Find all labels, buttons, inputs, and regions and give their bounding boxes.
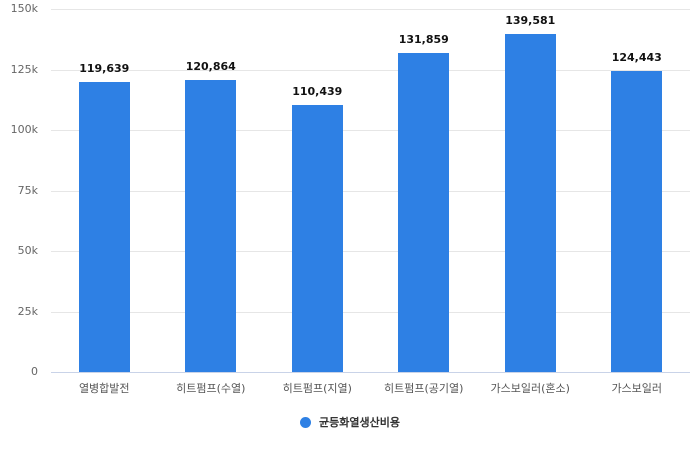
y-tick-label: 150k — [10, 2, 38, 15]
gridline — [51, 130, 690, 131]
gridline — [51, 69, 690, 71]
legend-marker-icon — [300, 416, 312, 428]
bar[interactable] — [291, 104, 343, 372]
bar[interactable] — [504, 34, 556, 372]
gridline — [51, 251, 690, 252]
x-tick-label: 히트펌프(수열) — [176, 382, 246, 395]
y-tick-label: 100k — [10, 123, 38, 136]
x-tick-label: 가스보일러 — [611, 382, 663, 395]
data-label: 120,864 — [185, 59, 236, 73]
x-tick-label: 히트펌프(공기열) — [384, 382, 464, 395]
y-tick-label: 25k — [17, 304, 38, 318]
gridline — [51, 9, 690, 10]
data-label: 124,443 — [611, 50, 662, 64]
legend[interactable]: 균등화열생산비용 — [0, 414, 700, 430]
bar[interactable] — [78, 82, 130, 372]
y-tick-label: 0 — [31, 365, 38, 378]
y-tick-label: 50k — [17, 244, 38, 257]
x-axis-line — [51, 372, 690, 373]
bar[interactable] — [398, 52, 450, 372]
gridline — [51, 190, 690, 192]
gridline — [51, 311, 690, 313]
data-label: 110,439 — [292, 84, 343, 98]
bar[interactable] — [185, 79, 237, 372]
bar[interactable] — [611, 70, 663, 372]
data-label: 139,581 — [505, 14, 556, 28]
x-tick-label: 열병합발전 — [78, 382, 130, 395]
y-tick-label: 125k — [10, 62, 38, 76]
data-label: 119,639 — [79, 62, 130, 76]
x-tick-label: 히트펌프(지열) — [282, 382, 352, 395]
data-label: 131,859 — [398, 32, 449, 46]
legend-label: 균등화열생산비용 — [319, 416, 400, 429]
x-tick-label: 가스보일러(혼소) — [490, 382, 570, 395]
y-tick-label: 75k — [17, 183, 38, 197]
